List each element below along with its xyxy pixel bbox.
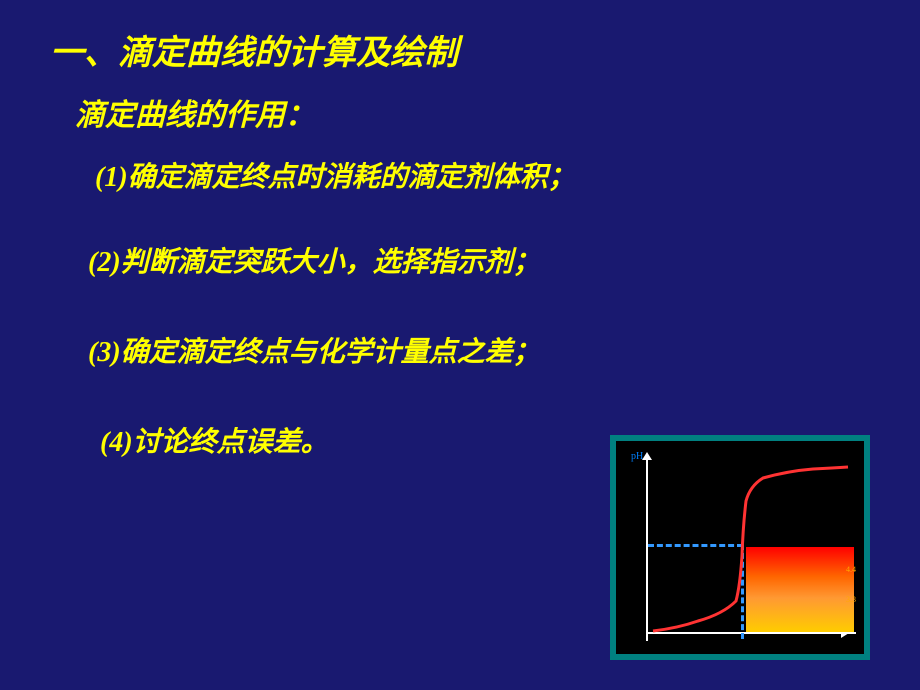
titration-chart: pH 4.4 3.3 (610, 435, 870, 660)
y-tick-2: 3.3 (846, 595, 856, 604)
bullet-point-2: (2)判断滴定突跃大小，选择指示剂； (88, 240, 541, 280)
y-tick-1: 4.4 (846, 565, 856, 574)
chart-area: pH 4.4 3.3 (621, 446, 859, 649)
slide-title: 一、滴定曲线的计算及绘制 (50, 25, 458, 74)
curve-path (653, 467, 848, 631)
titration-curve-svg (648, 456, 853, 641)
bullet-point-4: (4)讨论终点误差。 (100, 420, 329, 460)
slide-subtitle: 滴定曲线的作用： (75, 90, 315, 134)
bullet-point-3: (3)确定滴定终点与化学计量点之差； (88, 330, 541, 370)
bullet-point-1: (1)确定滴定终点时消耗的滴定剂体积； (95, 155, 576, 195)
